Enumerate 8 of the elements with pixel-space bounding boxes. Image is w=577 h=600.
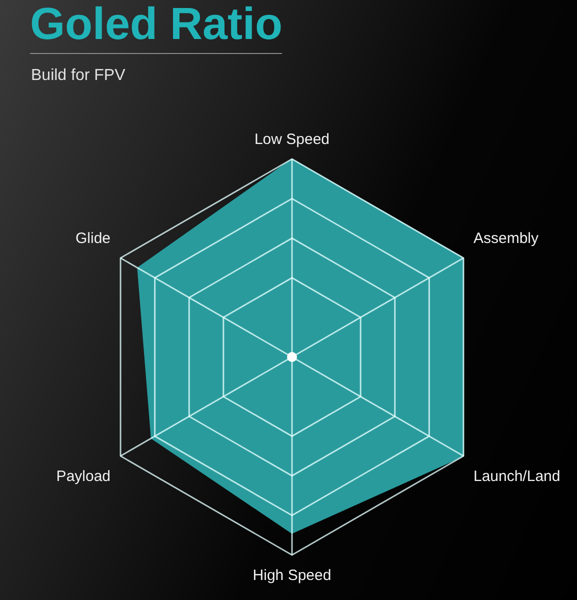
spoke-label: Glide [75, 230, 111, 247]
spoke-label: High Speed [252, 567, 332, 584]
spoke-label: Low Speed [254, 131, 330, 148]
spoke-label: Assembly [473, 230, 539, 247]
spoke-label: Launch/Land [473, 468, 560, 485]
spoke-label: Payload [56, 468, 111, 485]
chart-subtitle: Build for FPV [31, 66, 126, 86]
chart-title: Goled Ratio [30, 0, 283, 51]
